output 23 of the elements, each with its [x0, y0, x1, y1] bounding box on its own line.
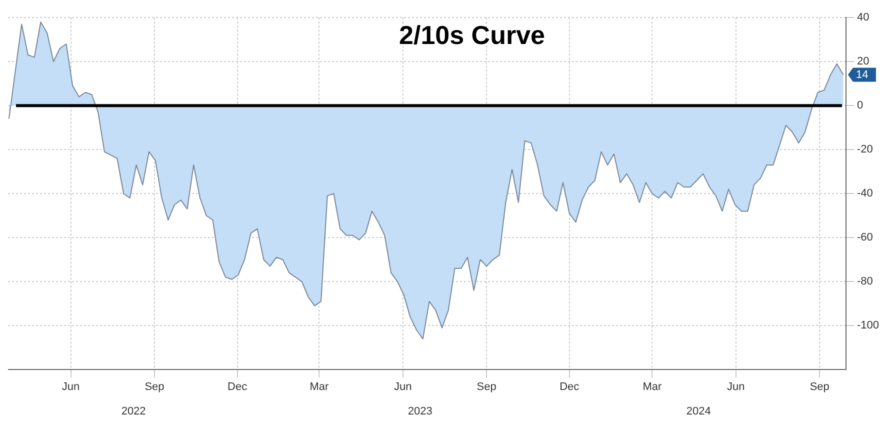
y-tick-label: 20	[856, 56, 870, 68]
x2-tick-label: 2024	[686, 405, 711, 418]
x-tick-label: Jun	[62, 381, 80, 394]
x-tick-label: Jun	[727, 381, 745, 394]
y-tick-label: -100	[856, 320, 880, 332]
x-tick-label: Mar	[642, 381, 662, 394]
x-tick-label: Sep	[810, 381, 830, 394]
y-tick-label: -20	[856, 144, 873, 156]
x-tick-label: Mar	[310, 381, 329, 394]
x2-tick-label: 2023	[408, 405, 432, 418]
x-tick-label: Dec	[228, 381, 248, 394]
annotation: 14	[856, 68, 868, 81]
x-tick-label: Jun	[394, 381, 412, 394]
chart-title: 2/10s Curve	[399, 20, 545, 50]
y-tick-label: 40	[856, 12, 870, 24]
y-tick-label: -80	[856, 276, 873, 288]
x-tick-label: Dec	[560, 381, 580, 394]
y-tick-label: -40	[856, 188, 873, 200]
x-tick-label: Sep	[144, 381, 164, 394]
y-tick-label: 0	[856, 100, 864, 112]
x2-tick-label: 2022	[121, 405, 146, 418]
y-tick-label: -60	[856, 232, 873, 244]
x-tick-label: Sep	[476, 381, 496, 394]
